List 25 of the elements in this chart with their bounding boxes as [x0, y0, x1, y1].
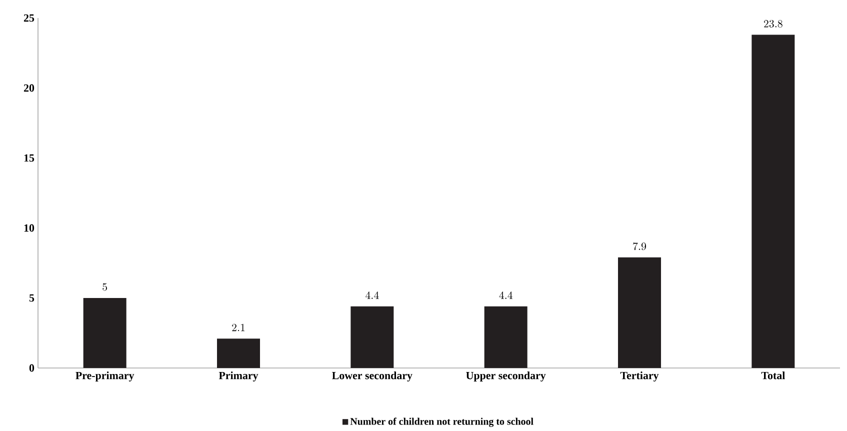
data-label: 4.4: [499, 292, 512, 299]
data-label: 4.4: [366, 292, 379, 299]
x-tick-label: Tertiary: [620, 372, 659, 382]
y-tick-label: 20: [24, 84, 34, 92]
bar: [752, 34, 795, 368]
y-tick-label: 25: [24, 14, 34, 22]
data-label: 2. 1: [232, 324, 245, 332]
y-tick-label: 15: [24, 154, 34, 162]
data-label: 23.8: [764, 20, 782, 28]
x-tick-label: Pre-primary: [76, 372, 134, 382]
bar: [350, 306, 394, 368]
legend-label: Number of children not returning to school: [350, 418, 534, 427]
y-tick-label: 0: [29, 364, 34, 372]
x-tick-label: Primary: [218, 372, 258, 382]
x-tick-label: Lower secondary: [332, 372, 412, 382]
data-label: 7.9: [633, 242, 646, 250]
bar: [83, 298, 126, 368]
bar: [484, 306, 528, 368]
y-tick-label: 5: [29, 294, 34, 302]
data-label: 5: [102, 283, 107, 291]
bar: [217, 338, 260, 368]
x-tick-label: Upper secondary: [466, 372, 546, 382]
x-tick-label: Total: [761, 372, 785, 380]
y-tick-label: 10: [24, 224, 34, 232]
bar: [618, 257, 662, 368]
